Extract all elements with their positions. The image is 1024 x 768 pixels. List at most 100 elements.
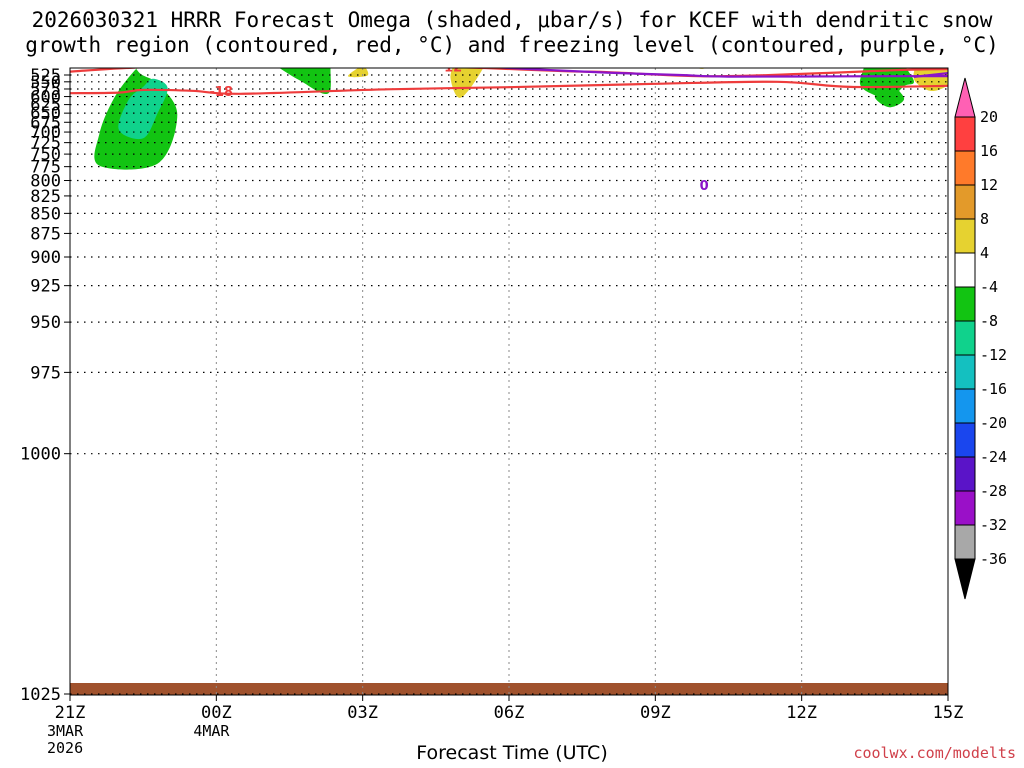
site-credit: coolwx.com/modelts [853,744,1016,762]
colorbar-label-4: 4 [980,244,989,262]
y-tick-label-1000: 1000 [20,445,61,465]
colorbar-swatch-5 [954,286,976,322]
freezing-contour-2 [491,68,948,78]
x-axis-label: Forecast Time (UTC) [416,742,608,764]
dgz-contour-label-0: -18 [209,85,233,100]
colorbar-swatch-10 [954,456,976,492]
omega-region-yellow-8 [660,9,699,36]
colorbar-swatch-11 [954,490,976,526]
y-tick-label-775: 775 [30,158,61,178]
omega-region-green-4 [489,0,548,34]
x-tick-label-09Z: 09Z [640,703,671,723]
colorbar-label-16: 16 [980,142,998,160]
omega-region-green-19 [757,26,788,62]
y-tick-label-875: 875 [30,224,61,244]
colorbar-label--8: -8 [980,312,998,330]
omega-region-yellow-15 [450,68,484,98]
y-tick-label-700: 700 [30,123,61,143]
omega-region-teal-3 [284,22,366,52]
title-line-1: 2026030321 HRRR Forecast Omega (shaded, … [31,8,993,32]
dgz-contour-label-1: -12 [439,60,463,75]
freezing-contour-1 [94,36,114,44]
colorbar-label--20: -20 [980,414,1007,432]
colorbar-label--36: -36 [980,550,1007,568]
y-tick-label-650: 650 [30,104,61,124]
x-date-label-21Z: 3MAR [47,722,84,740]
freezing-contour-0 [104,17,948,39]
omega-region-green-2 [279,68,331,94]
colorbar-label--32: -32 [980,516,1007,534]
colorbar-label--28: -28 [980,482,1007,500]
y-tick-label-800: 800 [30,171,61,191]
colorbar-label-20: 20 [980,108,998,126]
omega-region-yellow-25 [347,68,369,78]
y-tick-label-600: 600 [30,88,61,108]
y-tick-label-625: 625 [30,96,61,116]
y-tick-label-550: 550 [30,73,61,93]
colorbar-swatch-7 [954,354,976,390]
omega-region-cyan-23 [885,40,895,55]
omega-region-green-20 [560,68,568,69]
x-tick-label-03Z: 03Z [347,703,378,723]
colorbar-label--16: -16 [980,380,1007,398]
omega-region-orange-11 [782,18,816,42]
colorbar-label--12: -12 [980,346,1007,364]
dgz-contour-0 [70,80,948,95]
colorbar-label--24: -24 [980,448,1007,466]
omega-colorbar: 20 16 12 8 4 -4 -8 -12 -16 -20 -24 -28 -32 -36 [954,77,1007,600]
omega-region-yellow-10 [767,8,836,54]
colorbar-swatch-9 [954,422,976,458]
freezing-contour-3 [913,72,948,78]
freezing-contour-label-2: 0 [700,179,709,194]
omega-region-teal-5 [504,2,524,30]
omega-region-orange-14 [904,24,919,40]
ground-terrain [70,683,948,695]
colorbar-label-8: 8 [980,210,989,228]
y-tick-label-750: 750 [30,145,61,165]
y-tick-label-1025: 1025 [20,685,61,705]
colorbar-swatch-2 [954,184,976,220]
colorbar-swatch-6 [954,320,976,356]
x-tick-label-15Z: 15Z [933,703,964,723]
y-tick-label-825: 825 [30,187,61,207]
colorbar-label--4: -4 [980,278,998,296]
y-tick-label-675: 675 [30,113,61,133]
colorbar-swatch-4 [954,252,976,288]
omega-region-yellow-18 [698,68,707,69]
chart-title: 2026030321 HRRR Forecast Omega (shaded, … [0,8,1024,58]
x-tick-label-06Z: 06Z [494,703,525,723]
colorbar-top-arrow [954,77,976,118]
y-tick-label-925: 925 [30,277,61,297]
colorbar-swatch-8 [954,388,976,424]
x-date-label-00Z: 4MAR [193,722,230,740]
y-tick-label-525: 525 [30,66,61,86]
colorbar-swatch-0 [954,116,976,152]
title-line-2: growth region (contoured, red, °C) and f… [25,33,999,57]
y-tick-label-850: 850 [30,204,61,224]
y-tick-label-950: 950 [30,313,61,333]
omega-region-orange-7 [597,19,622,48]
x-year-label-21Z: 2026 [47,739,83,757]
x-tick-label-21Z: 21Z [55,703,86,723]
plot-gridlines [70,68,948,695]
y-axis-pressure: 5255505756006256506757007257507758008258… [20,66,70,705]
omega-region-orange-9 [670,11,685,33]
x-tick-label-00Z: 00Z [201,703,232,723]
y-tick-label-575: 575 [30,80,61,100]
colorbar-swatch-1 [954,150,976,186]
y-tick-label-725: 725 [30,134,61,154]
omega-region-yellow-6 [586,5,651,59]
colorbar-swatch-3 [954,218,976,254]
omega-region-yellow-17 [207,39,227,51]
omega-region-red-12 [797,13,807,33]
omega-region-yellow-13 [894,13,949,53]
omega-region-orange-16 [450,32,485,58]
colorbar-bottom-arrow [954,558,976,600]
y-tick-label-900: 900 [30,248,61,268]
freezing-contour-label-0: 0 [553,46,562,61]
colorbar-label-12: 12 [980,176,998,194]
x-tick-label-12Z: 12Z [786,703,817,723]
colorbar-swatch-12 [954,524,976,560]
